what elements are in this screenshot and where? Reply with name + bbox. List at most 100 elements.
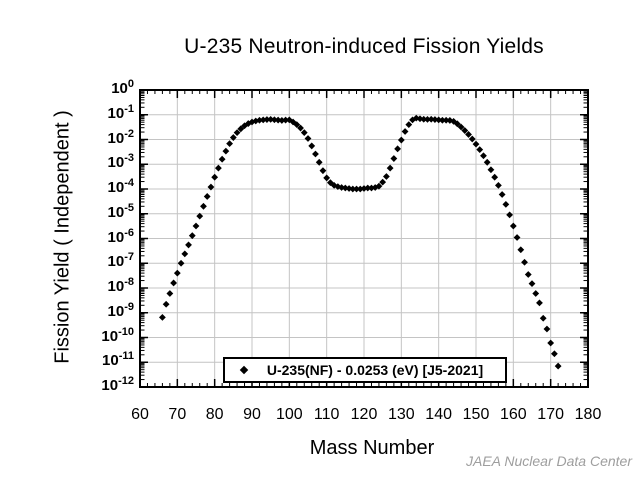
y-tick-label: 10-5	[107, 201, 134, 221]
data-point	[226, 140, 233, 148]
x-tick-label: 160	[499, 406, 527, 423]
data-point	[211, 173, 219, 181]
data-point	[547, 339, 555, 347]
x-tick-label: 150	[462, 406, 490, 423]
data-point	[409, 116, 416, 124]
data-point	[282, 116, 289, 124]
data-point	[200, 202, 207, 210]
x-tick-label: 110	[313, 406, 340, 423]
y-tick-label: 10-8	[107, 276, 134, 296]
data-point	[551, 350, 558, 358]
data-point	[386, 164, 394, 172]
y-tick-label: 10-9	[107, 300, 134, 320]
data-point	[312, 150, 319, 158]
data-point	[192, 222, 200, 230]
data-point	[401, 128, 409, 135]
y-tick-label: 10-11	[102, 350, 134, 370]
data-point	[509, 222, 517, 230]
data-point	[517, 246, 525, 254]
y-tick-label: 100	[111, 78, 134, 98]
data-point	[222, 147, 230, 155]
x-tick-label: 60	[131, 406, 149, 423]
data-point	[532, 290, 540, 297]
data-point	[487, 166, 495, 174]
data-point	[263, 116, 271, 123]
y-tick-label: 10-1	[107, 102, 134, 122]
data-point	[431, 116, 439, 123]
data-point	[476, 146, 484, 154]
data-point	[267, 115, 275, 123]
data-point	[300, 129, 308, 137]
data-point	[465, 131, 472, 138]
chart-title: U-235 Neutron-induced Fission Yields	[184, 35, 544, 58]
data-point	[554, 362, 562, 370]
data-point	[323, 174, 331, 182]
data-point	[308, 142, 316, 150]
legend: U-235(NF) - 0.0253 (eV) [J5-2021]	[223, 357, 507, 383]
data-point	[424, 115, 431, 123]
data-point	[297, 124, 304, 132]
data-point	[166, 290, 174, 297]
data-point	[379, 178, 387, 186]
data-point	[237, 125, 245, 133]
data-point	[536, 299, 543, 307]
data-point	[196, 212, 204, 220]
data-point	[412, 114, 420, 122]
data-point	[349, 185, 357, 193]
data-point	[427, 115, 435, 123]
data-point	[188, 232, 196, 240]
data-point	[229, 134, 237, 141]
data-point	[368, 184, 375, 192]
data-point	[241, 122, 248, 130]
x-tick-label: 130	[387, 406, 415, 423]
data-point	[215, 164, 222, 172]
data-point	[173, 269, 181, 277]
data-point	[543, 325, 551, 333]
attribution-text: JAEA Nuclear Data Center	[466, 453, 632, 469]
data-point	[244, 120, 252, 127]
data-point	[181, 250, 189, 258]
y-tick-label: 10-2	[107, 127, 134, 147]
data-point	[256, 116, 263, 124]
data-point	[360, 185, 368, 192]
x-tick-label: 70	[168, 406, 187, 423]
data-point	[480, 152, 487, 160]
data-point	[397, 136, 405, 144]
data-point	[495, 181, 502, 189]
data-point	[353, 185, 360, 193]
data-point	[524, 271, 532, 278]
y-tick-label: 10-6	[107, 226, 134, 246]
data-point	[416, 115, 424, 123]
data-point	[502, 200, 510, 208]
data-point	[498, 191, 506, 198]
y-tick-label: 10-4	[107, 177, 134, 197]
data-point	[218, 155, 226, 163]
data-point	[390, 155, 398, 162]
data-point	[453, 120, 461, 128]
x-tick-label: 120	[350, 406, 378, 423]
data-point	[207, 183, 215, 191]
data-point	[461, 127, 469, 134]
data-point	[356, 185, 364, 193]
x-tick-label: 100	[275, 406, 303, 423]
data-point	[394, 145, 401, 153]
data-point	[162, 300, 170, 308]
y-tick-label: 10-3	[107, 152, 134, 172]
y-tick-label: 10-12	[101, 375, 134, 395]
data-point	[315, 158, 323, 166]
x-tick-label: 80	[205, 406, 224, 423]
data-point	[375, 182, 383, 190]
data-point	[364, 184, 372, 192]
y-tick-label: 10-10	[101, 325, 134, 345]
data-point	[442, 116, 450, 124]
data-point	[472, 140, 480, 148]
data-point	[521, 258, 528, 266]
data-point	[491, 173, 499, 181]
data-point	[506, 211, 513, 219]
data-point	[420, 115, 428, 123]
legend-label: U-235(NF) - 0.0253 (eV) [J5-2021]	[266, 362, 484, 378]
data-point	[170, 279, 177, 287]
data-point	[439, 116, 446, 124]
x-axis-label: Mass Number	[309, 437, 435, 459]
